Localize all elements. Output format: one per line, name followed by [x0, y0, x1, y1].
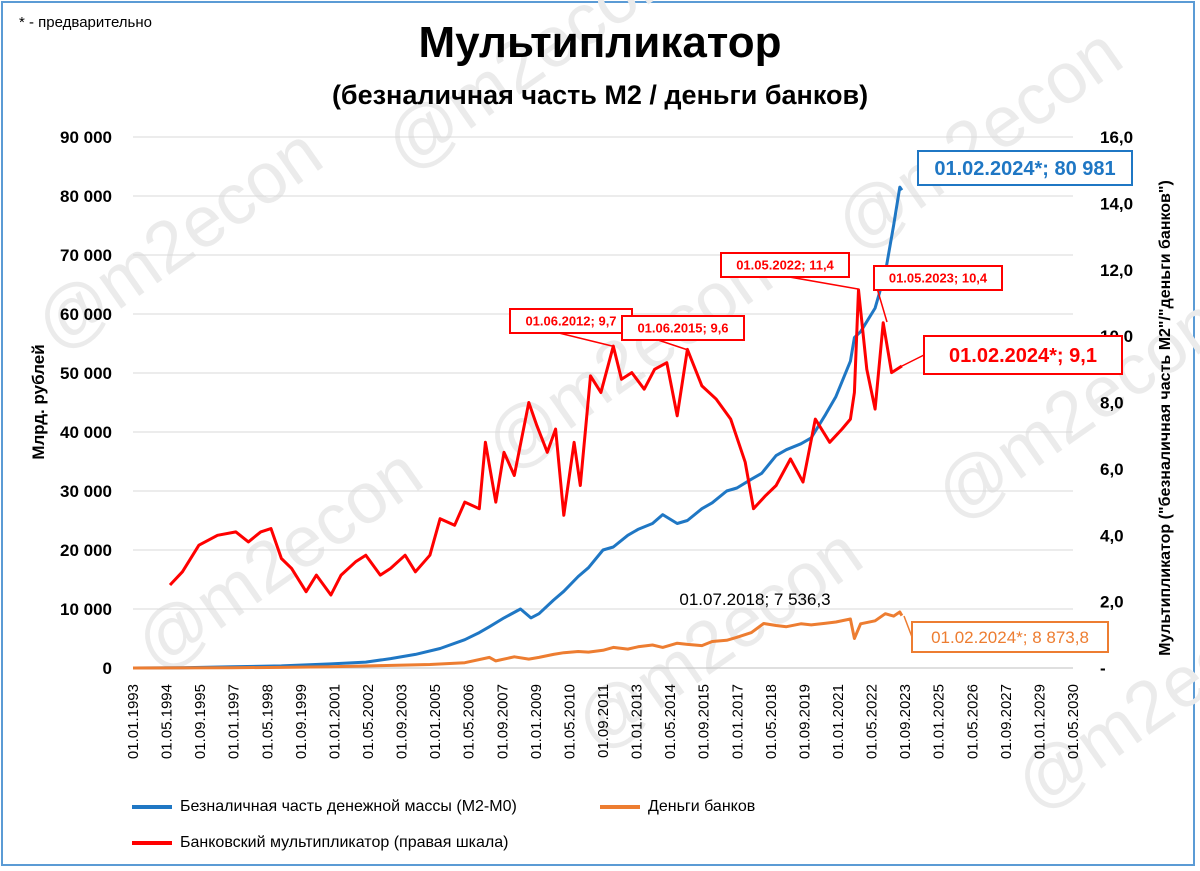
legend-item-m2: Безналичная часть денежной массы (M2-M0) [132, 798, 517, 816]
x-tick-label: 01.05.1994 [159, 684, 176, 759]
annotation-bank-money-latest-box [911, 621, 1109, 653]
x-tick-label: 01.05.2030 [1065, 684, 1082, 759]
x-tick-label: 01.09.2027 [998, 684, 1015, 759]
y-left-tick-label: 30 000 [60, 482, 112, 501]
y-left-tick-label: 80 000 [60, 187, 112, 206]
y-left-axis-title: Млрд. рублей [29, 344, 48, 459]
x-tick-label: 01.01.2005 [427, 684, 444, 759]
x-tick-label: 01.05.2002 [360, 684, 377, 759]
legend-label-multiplier: Банковский мультипликатор (правая шкала) [180, 834, 509, 851]
x-tick-label: 01.01.2009 [528, 684, 545, 759]
annotation-bank-money-2018: 01.07.2018; 7 536,3 [679, 590, 830, 609]
annotation-multiplier-2015-box [621, 315, 745, 341]
annotation-multiplier-2015: 01.06.2015; 9,6 [637, 321, 728, 336]
x-tick-label: 01.09.2023 [897, 684, 914, 759]
x-tick-label: 01.09.2011 [595, 684, 612, 758]
x-tick-label: 01.09.2003 [394, 684, 411, 759]
m2-line [132, 185, 904, 670]
legend-swatch-m2 [132, 804, 172, 809]
y-right-tick-label: 8,0 [1100, 394, 1124, 413]
x-tick-label: 01.05.2010 [561, 684, 578, 759]
legend-label-bank-money: Деньги банков [648, 798, 756, 815]
legend-item-bank-money: Деньги банков [600, 798, 755, 816]
y-left-tick-label: 90 000 [60, 128, 112, 147]
x-tick-label: 01.09.1999 [293, 684, 310, 759]
x-tick-label: 01.09.2007 [494, 684, 511, 759]
x-tick-label: 01.01.2021 [830, 684, 847, 759]
legend-item-multiplier: Банковский мультипликатор (правая шкала) [132, 834, 508, 852]
preliminary-note: * - предварительно [19, 14, 153, 31]
x-tick-label: 01.01.2029 [1031, 684, 1048, 759]
x-tick-label: 01.01.2025 [931, 684, 948, 759]
y-right-tick-label: 4,0 [1100, 526, 1124, 545]
y-right-tick-label: 6,0 [1100, 460, 1124, 479]
y-left-tick-label: 70 000 [60, 246, 112, 265]
x-tick-label: 01.09.2015 [696, 684, 713, 759]
x-tick-label: 01.09.2019 [796, 684, 813, 759]
chart-title: Мультипликатор [418, 18, 782, 67]
chart-subtitle: (безналичная часть M2 / деньги банков) [331, 80, 869, 110]
annotation-multiplier-latest: 01.02.2024*; 9,1 [949, 345, 1097, 367]
y-left-tick-label: 60 000 [60, 305, 112, 324]
x-tick-label: 01.05.2006 [461, 684, 478, 759]
x-tick-label: 01.01.1993 [125, 684, 142, 759]
x-tick-label: 01.05.2022 [864, 684, 881, 759]
x-tick-label: 01.09.1995 [192, 684, 209, 759]
annotation-multiplier-2023-box [873, 265, 1003, 291]
multiplier-line [168, 288, 903, 597]
x-tick-label: 01.01.1997 [226, 684, 243, 759]
x-tick-label: 01.05.1998 [259, 684, 276, 759]
y-right-axis-title: Мультипликатор ("безналичная часть M2"/"… [1157, 180, 1174, 656]
legend-swatch-multiplier [132, 840, 172, 845]
y-left-tick-label: 10 000 [60, 600, 112, 619]
x-tick-label: 01.05.2018 [763, 684, 780, 759]
annotation-multiplier-2023: 01.05.2023; 10,4 [889, 271, 988, 286]
x-tick-label: 01.01.2017 [729, 684, 746, 759]
y-left-tick-label: 40 000 [60, 423, 112, 442]
annotation-multiplier-latest-box [923, 335, 1123, 375]
bank-money-line [132, 610, 904, 670]
annotation-bank-money-latest-leader [903, 615, 913, 638]
legend-swatch-bank-money [600, 804, 640, 809]
annotation-multiplier-2012: 01.06.2012; 9,7 [525, 314, 616, 329]
y-left-tick-label: 50 000 [60, 364, 112, 383]
y-left-tick-label: 0 [103, 659, 112, 678]
annotation-m2-latest: 01.02.2024*; 80 981 [934, 158, 1115, 180]
annotation-m2-latest-box [917, 150, 1133, 186]
annotation-multiplier-2022: 01.05.2022; 11,4 [736, 258, 834, 273]
legend-label-m2: Безналичная часть денежной массы (M2-M0) [180, 798, 517, 815]
annotation-multiplier-latest-leader [901, 354, 925, 367]
annotation-bank-money-latest: 01.02.2024*; 8 873,8 [931, 628, 1089, 647]
x-tick-label: 01.05.2014 [662, 684, 679, 759]
y-right-tick-label: 12,0 [1100, 261, 1133, 280]
y-left-tick-label: 20 000 [60, 541, 112, 560]
x-tick-label: 01.01.2013 [629, 684, 646, 759]
annotation-multiplier-2022-box [720, 252, 850, 278]
y-right-tick-label: - [1100, 659, 1106, 678]
x-tick-label: 01.05.2026 [964, 684, 981, 759]
y-right-tick-label: 16,0 [1100, 128, 1133, 147]
x-tick-label: 01.01.2001 [326, 684, 343, 759]
y-right-tick-label: 2,0 [1100, 593, 1124, 612]
y-right-tick-label: 14,0 [1100, 194, 1133, 213]
